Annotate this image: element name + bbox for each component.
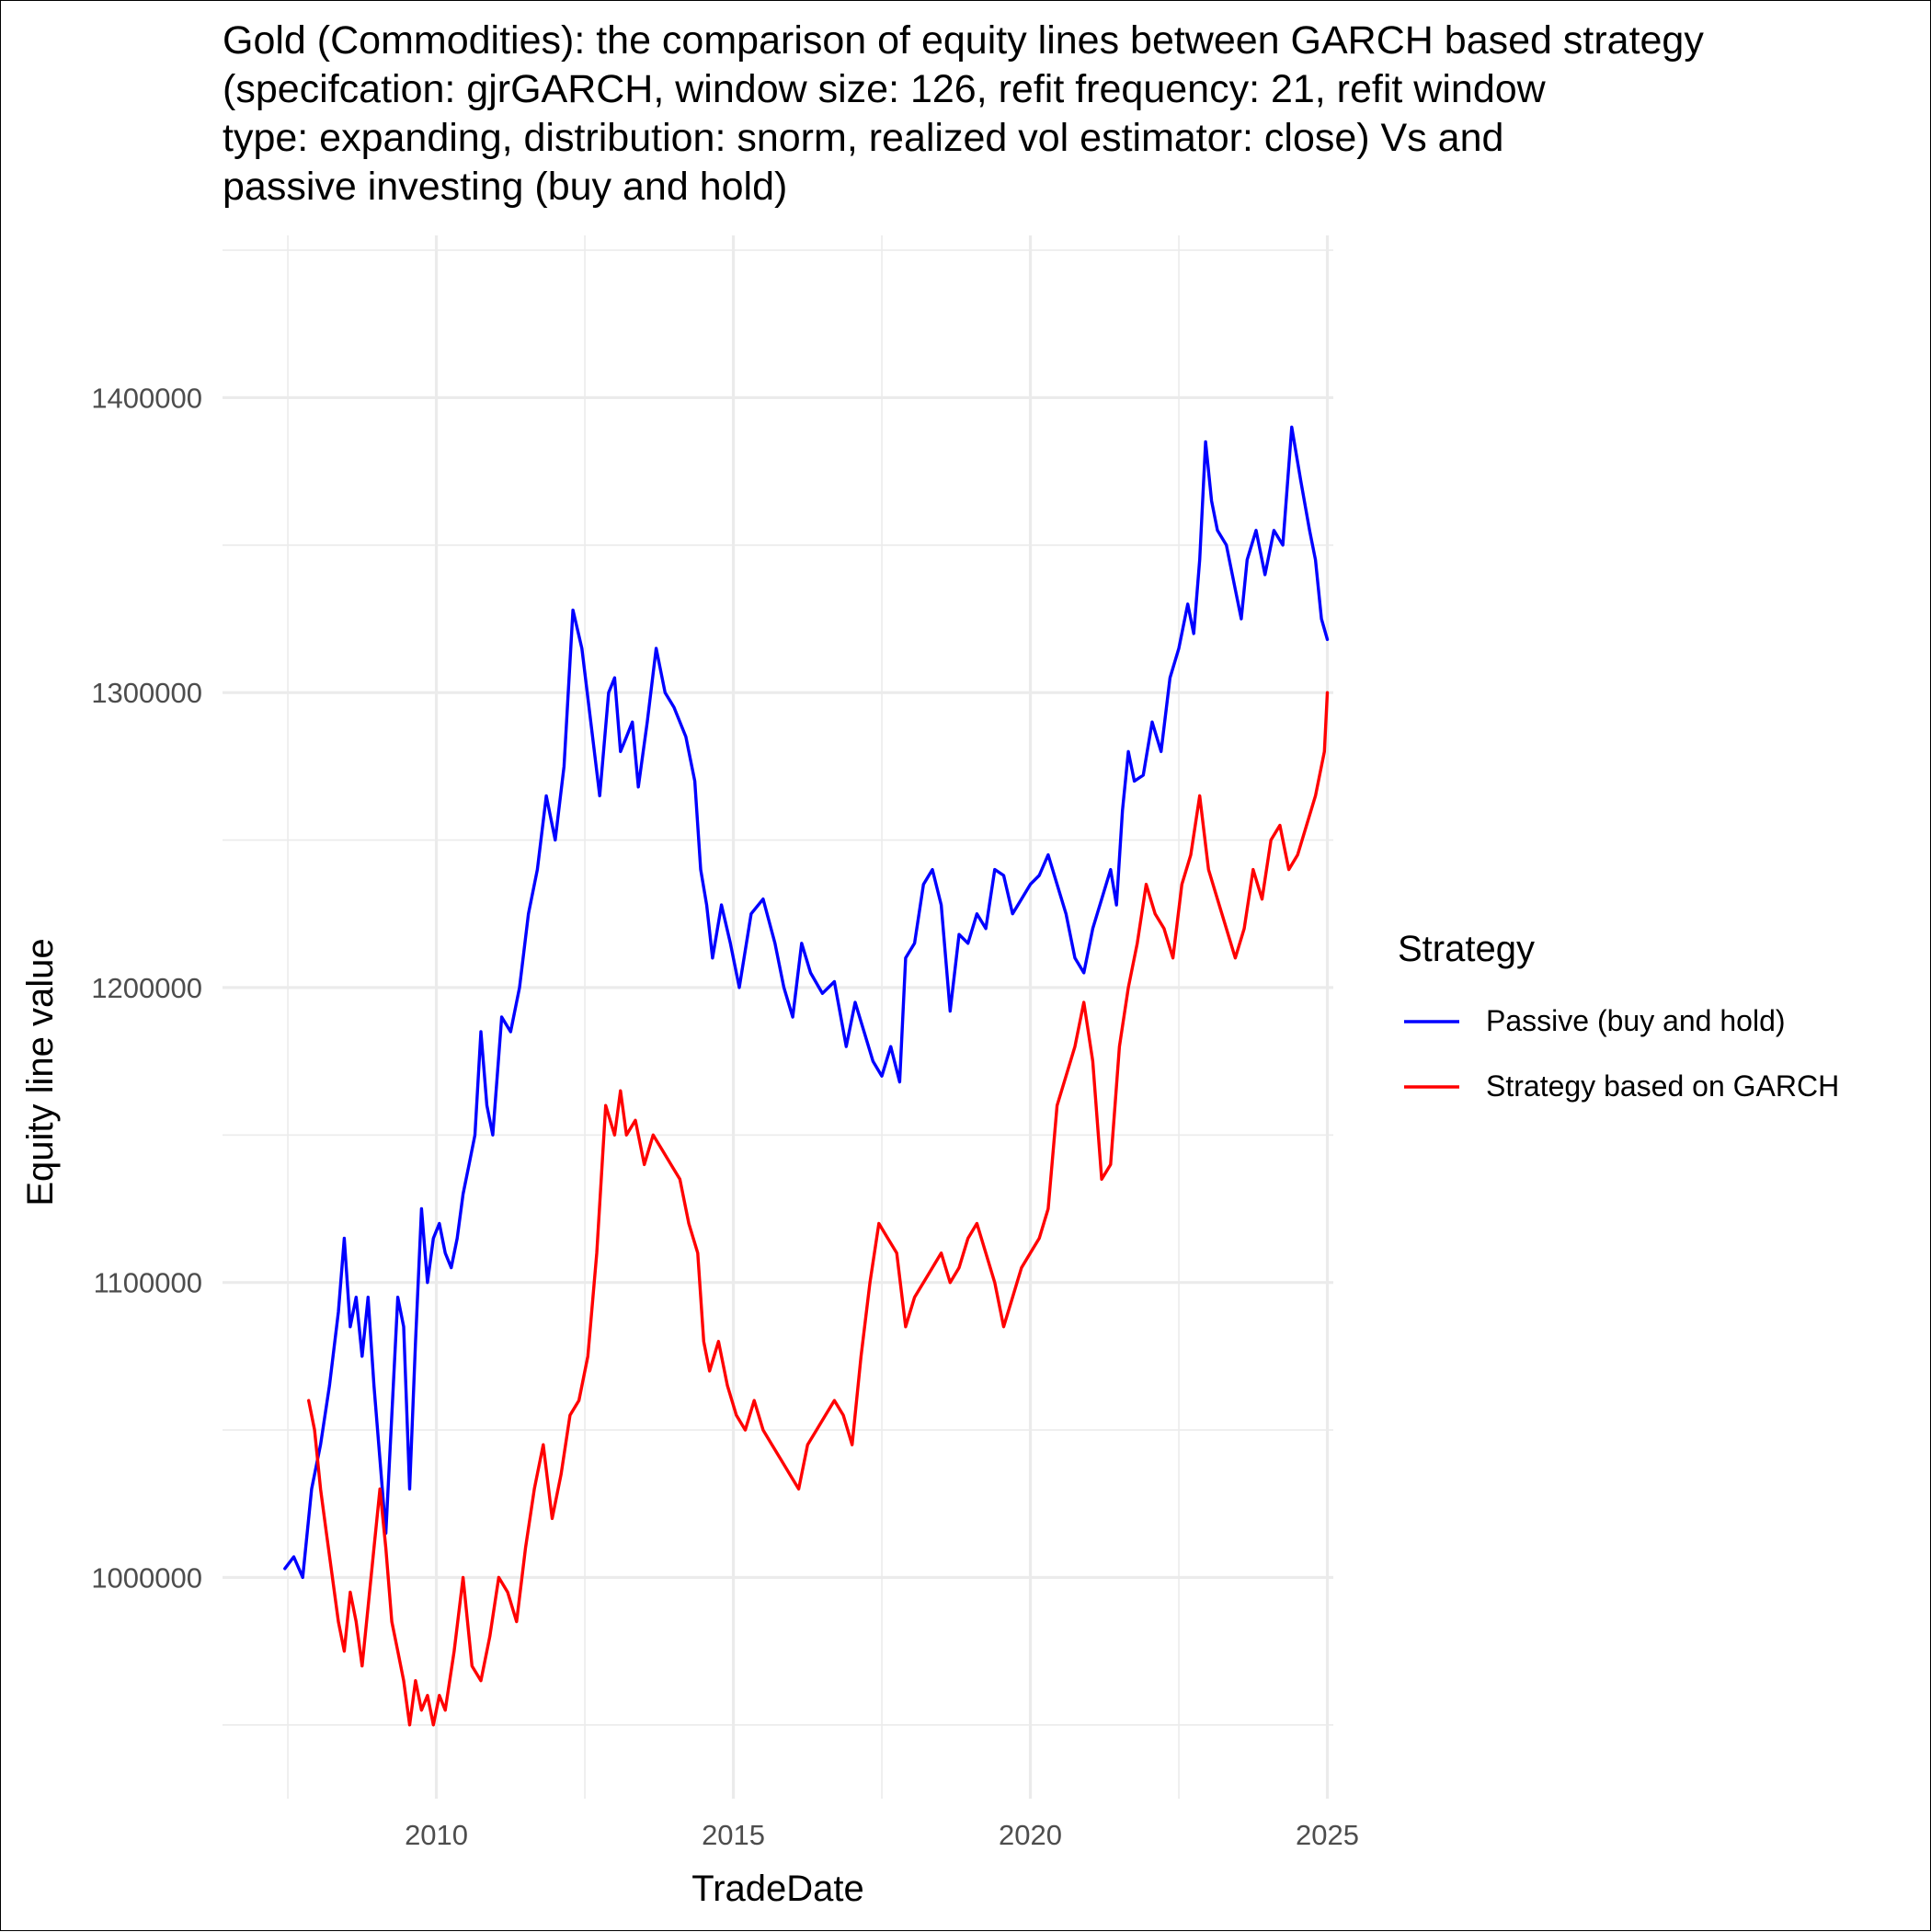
y-tick-label: 1200000 bbox=[91, 972, 202, 1004]
title-line-4: passive investing (buy and hold) bbox=[223, 165, 787, 209]
y-tick-label: 1300000 bbox=[91, 677, 202, 709]
series-layer bbox=[283, 425, 1330, 1727]
y-axis-ticks: 1000000 1100000 1200000 1300000 1400000 bbox=[91, 382, 202, 1594]
series-line-passive bbox=[283, 425, 1330, 1580]
legend: Strategy Passive (buy and hold) Strategy… bbox=[1398, 929, 1839, 1103]
y-tick-label: 1000000 bbox=[91, 1561, 202, 1594]
y-tick-label: 1400000 bbox=[91, 382, 202, 414]
chart-title: Gold (Commodities): the comparison of eq… bbox=[223, 18, 1704, 209]
grid-minor bbox=[223, 235, 1333, 1799]
x-tick-label: 2025 bbox=[1296, 1819, 1359, 1851]
legend-label-garch: Strategy based on GARCH bbox=[1486, 1069, 1839, 1103]
x-tick-label: 2015 bbox=[702, 1819, 765, 1851]
title-line-1: Gold (Commodities): the comparison of eq… bbox=[223, 18, 1704, 63]
legend-label-passive: Passive (buy and hold) bbox=[1486, 1004, 1786, 1037]
x-tick-label: 2020 bbox=[999, 1819, 1062, 1851]
series-line-garch bbox=[307, 691, 1330, 1727]
x-tick-label: 2010 bbox=[405, 1819, 468, 1851]
title-line-2: (specifcation: gjrGARCH, window size: 12… bbox=[223, 67, 1547, 111]
x-axis-ticks: 2010 2015 2020 2025 bbox=[405, 1819, 1359, 1851]
legend-title: Strategy bbox=[1398, 929, 1535, 969]
title-line-3: type: expanding, distribution: snorm, re… bbox=[223, 116, 1503, 160]
y-axis-title: Equity line value bbox=[20, 938, 61, 1206]
x-axis-title: TradeDate bbox=[691, 1869, 864, 1909]
grid-major bbox=[223, 235, 1333, 1799]
y-tick-label: 1100000 bbox=[94, 1267, 202, 1299]
